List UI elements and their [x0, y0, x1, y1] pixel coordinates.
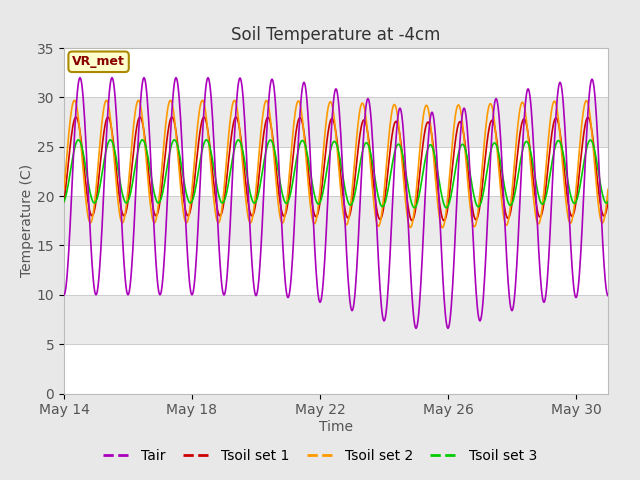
- X-axis label: Time: Time: [319, 420, 353, 434]
- Bar: [64, 295, 608, 344]
- Bar: [64, 147, 608, 196]
- Legend: Tair, Tsoil set 1, Tsoil set 2, Tsoil set 3: Tair, Tsoil set 1, Tsoil set 2, Tsoil se…: [97, 443, 543, 468]
- Bar: [64, 344, 608, 394]
- Bar: [64, 196, 608, 245]
- Bar: [64, 97, 608, 147]
- Text: VR_met: VR_met: [72, 55, 125, 68]
- Bar: [64, 48, 608, 97]
- Bar: [64, 245, 608, 295]
- Y-axis label: Temperature (C): Temperature (C): [20, 164, 34, 277]
- Title: Soil Temperature at -4cm: Soil Temperature at -4cm: [231, 25, 441, 44]
